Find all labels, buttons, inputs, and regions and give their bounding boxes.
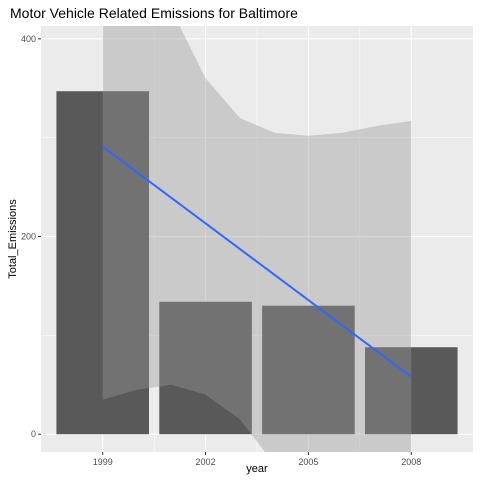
y-tick-label: 400 <box>21 34 36 44</box>
x-tick-label: 2002 <box>196 457 216 467</box>
chart-title: Motor Vehicle Related Emissions for Balt… <box>10 5 298 21</box>
x-tick-label: 2008 <box>401 457 421 467</box>
bar-2002 <box>159 301 252 435</box>
y-axis-ticks: 0 200 400 <box>21 34 41 439</box>
x-tick-label: 1999 <box>93 457 113 467</box>
trend-line <box>102 145 412 378</box>
y-axis-title: Total_Emissions <box>7 199 19 279</box>
x-axis-ticks: 1999 2002 2005 2008 <box>93 452 421 467</box>
bar-1999 <box>56 91 149 435</box>
bar-2005 <box>262 305 355 435</box>
y-tick-label: 200 <box>21 232 36 242</box>
y-tick-label: 0 <box>31 429 36 439</box>
trend-line-layer <box>102 145 412 378</box>
x-tick-label: 2005 <box>298 457 318 467</box>
confidence-band-layer <box>102 26 412 452</box>
bars <box>56 91 458 435</box>
x-axis-title: year <box>246 463 268 475</box>
confidence-band <box>102 26 412 452</box>
bar-2008 <box>365 347 458 435</box>
